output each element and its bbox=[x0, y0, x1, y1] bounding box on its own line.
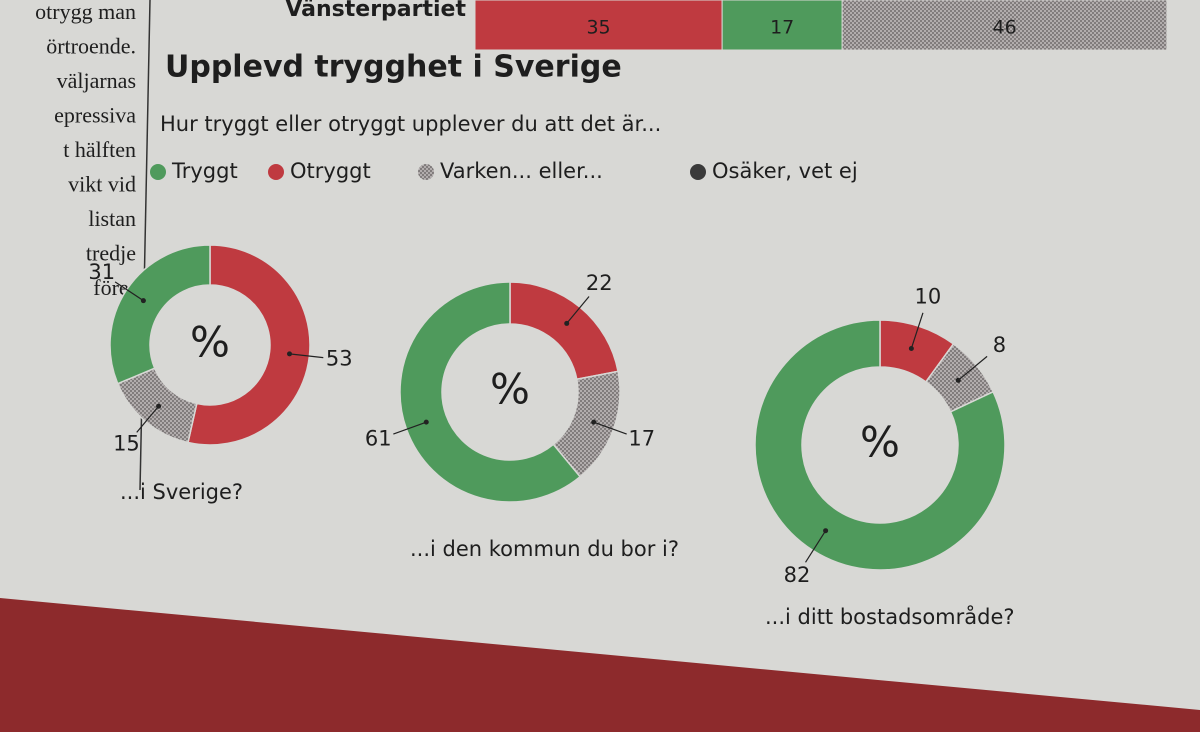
leader-line bbox=[114, 281, 144, 302]
legend-dot bbox=[690, 164, 706, 180]
article-line: listan bbox=[88, 206, 136, 231]
article-line: örtroende. bbox=[46, 34, 136, 59]
bar-value-label: 46 bbox=[992, 17, 1016, 39]
article-line: vikt vid bbox=[68, 172, 136, 197]
article-line: t hälften bbox=[63, 137, 136, 162]
center-label: % bbox=[490, 365, 530, 414]
chart-layer: otrygg man örtroende. väljarnas epressiva t … bbox=[35, 0, 1168, 629]
leader-line bbox=[289, 353, 324, 359]
leader-line bbox=[136, 405, 160, 433]
legend-dot bbox=[418, 164, 434, 180]
value-label: 82 bbox=[784, 563, 811, 587]
caption: ...i Sverige? bbox=[120, 480, 243, 504]
article-line: epressiva bbox=[54, 103, 136, 128]
bar-segment bbox=[721, 0, 843, 51]
legend-label: Tryggt bbox=[171, 159, 238, 183]
red-band bbox=[0, 598, 1200, 732]
donut-slice bbox=[754, 319, 1006, 571]
caption: ...i den kommun du bor i? bbox=[410, 537, 679, 561]
center-label: % bbox=[860, 418, 900, 467]
donut-slice bbox=[187, 244, 311, 446]
value-label: 61 bbox=[365, 426, 392, 450]
article-line: tredje bbox=[86, 241, 136, 266]
leader-line bbox=[805, 530, 827, 563]
leader-line bbox=[593, 421, 627, 435]
title: Upplevd trygghet i Sverige bbox=[165, 50, 622, 85]
bar-value-label: 17 bbox=[770, 17, 794, 39]
value-label: 31 bbox=[88, 260, 115, 284]
legend-dot bbox=[150, 164, 166, 180]
caption: ...i ditt bostadsområde? bbox=[765, 604, 1015, 629]
bar-category: Vänsterpartiet bbox=[285, 0, 466, 22]
value-label: 22 bbox=[586, 271, 613, 295]
value-label: 15 bbox=[113, 432, 140, 456]
article-line: väljarnas bbox=[57, 68, 136, 93]
value-label: 53 bbox=[326, 346, 353, 370]
value-label: 8 bbox=[993, 333, 1006, 357]
value-label: 10 bbox=[915, 285, 942, 309]
value-label: 17 bbox=[628, 426, 655, 450]
donut-slice bbox=[109, 244, 211, 385]
bar-segment bbox=[841, 0, 1168, 51]
legend-label: Otryggt bbox=[290, 159, 371, 183]
legend-label: Varken... eller... bbox=[440, 159, 603, 183]
article-line: otrygg man bbox=[35, 0, 136, 24]
bar-value-label: 35 bbox=[586, 17, 610, 39]
center-label: % bbox=[190, 318, 230, 367]
legend-label: Osäker, vet ej bbox=[712, 159, 858, 183]
legend-dot bbox=[268, 164, 284, 180]
leader-line bbox=[957, 355, 988, 381]
leader-line bbox=[566, 296, 590, 324]
donut-slice bbox=[399, 281, 582, 503]
leader-line bbox=[393, 421, 427, 435]
leader-line bbox=[910, 312, 924, 349]
subtitle: Hur tryggt eller otryggt upplever du att… bbox=[160, 112, 661, 136]
